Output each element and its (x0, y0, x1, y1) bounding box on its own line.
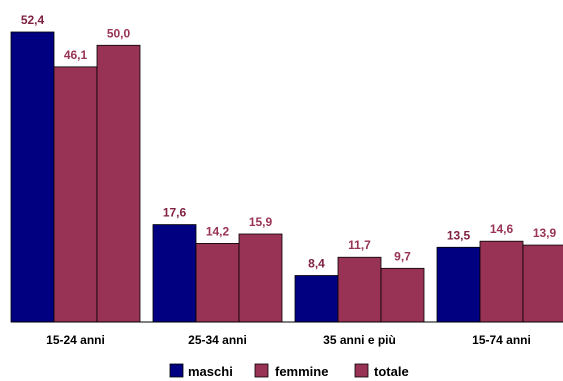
value-label-maschi-1: 17,6 (163, 206, 187, 220)
bar-femmine-0 (53, 66, 98, 323)
bar-totale-1 (238, 233, 283, 323)
bar-maschi-3 (436, 246, 481, 323)
bar-totale-3 (522, 244, 563, 323)
category-label-1: 25-34 anni (188, 333, 247, 347)
category-labels-layer: 15-24 anni 25-34 anni 35 anni e più 15-74 a… (46, 333, 531, 347)
value-label-maschi-2: 8,4 (308, 257, 325, 271)
bar-totale-2 (380, 267, 425, 323)
value-label-maschi-3: 13,5 (447, 228, 471, 242)
category-label-3: 15-74 anni (472, 333, 531, 347)
value-label-femmine-2: 11,7 (348, 238, 371, 252)
legend-swatch-totale (354, 363, 369, 378)
bar-totale-0 (96, 44, 141, 323)
value-label-totale-2: 9,7 (394, 249, 411, 263)
bar-maschi-2 (294, 275, 339, 323)
legend-label-femmine: femmine (275, 364, 328, 379)
value-label-femmine-1: 14,2 (206, 224, 230, 238)
category-label-0: 15-24 anni (46, 333, 105, 347)
bar-maschi-0 (10, 31, 55, 323)
bar-femmine-3 (479, 240, 524, 323)
bars-layer (10, 31, 563, 323)
legend-swatch-maschi (169, 363, 184, 378)
value-label-femmine-0: 46,1 (64, 48, 88, 62)
legend-label-totale: totale (374, 364, 409, 379)
value-label-femmine-3: 14,6 (490, 222, 514, 236)
value-label-maschi-0: 52,4 (21, 13, 45, 27)
bar-femmine-1 (195, 243, 240, 323)
bar-maschi-1 (152, 224, 197, 323)
legend-swatch-femmine (254, 363, 269, 378)
bar-femmine-2 (337, 256, 382, 323)
category-label-2: 35 anni e più (323, 333, 396, 347)
legend: maschi femmine totale (169, 363, 409, 379)
value-label-totale-0: 50,0 (107, 26, 131, 40)
legend-label-maschi: maschi (188, 364, 233, 379)
value-label-totale-3: 13,9 (533, 226, 557, 240)
value-label-totale-1: 15,9 (249, 215, 273, 229)
value-labels-layer: 52,4 46,1 50,0 17,6 14,2 15,9 8,4 11,7 9,7 13,5 14… (21, 13, 557, 271)
